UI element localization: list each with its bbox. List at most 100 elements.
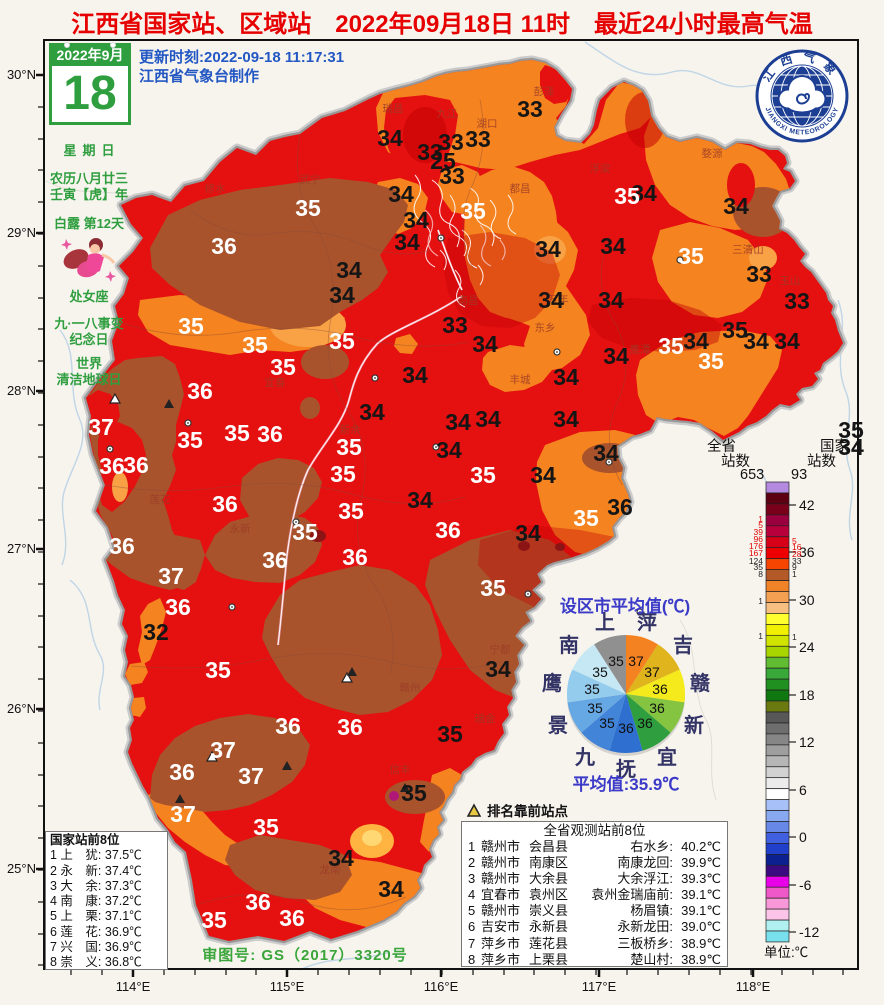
svg-text:42: 42 <box>799 497 815 513</box>
svg-text:万年: 万年 <box>548 293 569 306</box>
svg-text:8: 8 <box>758 569 763 579</box>
svg-text:35: 35 <box>460 198 486 224</box>
svg-text:龙南: 龙南 <box>320 863 341 876</box>
svg-text:36: 36 <box>245 889 271 915</box>
svg-text:35: 35 <box>587 700 603 716</box>
svg-text:34: 34 <box>603 343 629 369</box>
svg-text:36: 36 <box>799 544 815 560</box>
svg-text:瑞昌: 瑞昌 <box>383 103 404 115</box>
svg-text:6: 6 <box>799 782 807 798</box>
svg-text:34: 34 <box>593 440 619 466</box>
svg-text:34: 34 <box>394 229 420 255</box>
svg-text:34: 34 <box>475 406 501 432</box>
svg-text:25: 25 <box>430 148 456 174</box>
svg-text:36: 36 <box>165 594 191 620</box>
svg-text:34: 34 <box>377 125 403 151</box>
svg-text:三清山: 三清山 <box>732 243 764 256</box>
svg-text:赣州: 赣州 <box>400 681 421 694</box>
svg-text:34: 34 <box>743 328 769 354</box>
svg-text:35: 35 <box>330 461 356 487</box>
svg-text:36: 36 <box>435 517 461 543</box>
svg-text:28°N: 28°N <box>7 383 36 398</box>
svg-text:12: 12 <box>799 734 815 750</box>
svg-text:单位:℃: 单位:℃ <box>764 945 808 960</box>
svg-text:九: 九 <box>574 746 595 769</box>
svg-text:35: 35 <box>678 243 704 269</box>
svg-text:36: 36 <box>211 233 237 259</box>
svg-text:36: 36 <box>99 453 125 479</box>
svg-text:30: 30 <box>799 592 815 608</box>
svg-text:新余: 新余 <box>340 423 361 436</box>
svg-text:5: 5 <box>758 520 763 530</box>
svg-text:30°N: 30°N <box>7 67 36 82</box>
svg-text:5: 5 <box>792 536 797 546</box>
svg-text:35: 35 <box>292 519 318 545</box>
svg-text:27°N: 27°N <box>7 541 36 556</box>
svg-text:1: 1 <box>792 569 797 579</box>
svg-text:国家: 国家 <box>820 438 849 455</box>
svg-text:34: 34 <box>683 328 709 354</box>
svg-text:湖口: 湖口 <box>477 118 498 130</box>
svg-text:35: 35 <box>205 657 231 683</box>
svg-text:36: 36 <box>109 533 135 559</box>
svg-text:33: 33 <box>417 139 443 165</box>
svg-text:赣: 赣 <box>690 671 711 695</box>
svg-text:1: 1 <box>758 514 763 524</box>
svg-text:25°N: 25°N <box>7 861 36 876</box>
svg-text:28: 28 <box>792 549 802 559</box>
svg-text:35: 35 <box>614 183 640 209</box>
svg-text:34: 34 <box>553 406 579 432</box>
svg-text:33: 33 <box>439 163 465 189</box>
svg-text:35: 35 <box>437 721 463 747</box>
svg-text:35: 35 <box>592 664 608 680</box>
svg-text:34: 34 <box>388 181 414 207</box>
svg-text:宜春: 宜春 <box>265 376 286 389</box>
svg-text:36: 36 <box>169 759 195 785</box>
svg-text:34: 34 <box>553 364 579 390</box>
svg-text:35: 35 <box>658 333 684 359</box>
svg-text:35: 35 <box>599 715 615 731</box>
svg-text:34: 34 <box>538 287 564 313</box>
svg-text:33: 33 <box>746 261 772 287</box>
svg-text:东乡: 东乡 <box>535 321 556 334</box>
svg-text:设区市平均值(℃): 设区市平均值(℃) <box>560 596 690 616</box>
svg-text:浮梁: 浮梁 <box>590 162 611 175</box>
svg-text:33: 33 <box>784 288 810 314</box>
svg-text:36: 36 <box>275 713 301 739</box>
svg-text:34: 34 <box>407 487 433 513</box>
svg-text:34: 34 <box>631 180 657 206</box>
svg-text:34: 34 <box>336 257 362 283</box>
svg-text:37: 37 <box>210 737 236 763</box>
svg-text:34: 34 <box>485 656 511 682</box>
svg-text:653: 653 <box>740 467 764 483</box>
svg-text:35: 35 <box>201 907 227 933</box>
svg-text:37: 37 <box>644 664 660 680</box>
svg-text:上: 上 <box>595 611 615 634</box>
svg-text:114°E: 114°E <box>116 979 151 994</box>
svg-text:修水: 修水 <box>205 182 226 195</box>
svg-text:36: 36 <box>262 547 288 573</box>
svg-text:1: 1 <box>758 596 763 606</box>
svg-text:36: 36 <box>652 681 668 697</box>
svg-text:176: 176 <box>749 541 763 551</box>
svg-text:宁都: 宁都 <box>490 643 511 656</box>
svg-text:36: 36 <box>342 544 368 570</box>
svg-text:33: 33 <box>517 96 543 122</box>
svg-text:35: 35 <box>178 313 204 339</box>
svg-text:35: 35 <box>470 462 496 488</box>
svg-text:35: 35 <box>480 575 506 601</box>
svg-text:34: 34 <box>402 362 428 388</box>
svg-text:34: 34 <box>838 434 864 460</box>
svg-text:35: 35 <box>838 417 864 443</box>
svg-text:34: 34 <box>328 845 354 871</box>
svg-text:35: 35 <box>177 427 203 453</box>
svg-text:彭泽: 彭泽 <box>534 85 555 98</box>
svg-text:34: 34 <box>359 399 385 425</box>
svg-text:36: 36 <box>337 714 363 740</box>
svg-text:34: 34 <box>600 233 626 259</box>
svg-text:36: 36 <box>637 715 653 731</box>
svg-text:35: 35 <box>224 420 250 446</box>
svg-text:16: 16 <box>792 542 802 552</box>
svg-text:35: 35 <box>270 354 296 380</box>
svg-text:96: 96 <box>754 534 764 544</box>
